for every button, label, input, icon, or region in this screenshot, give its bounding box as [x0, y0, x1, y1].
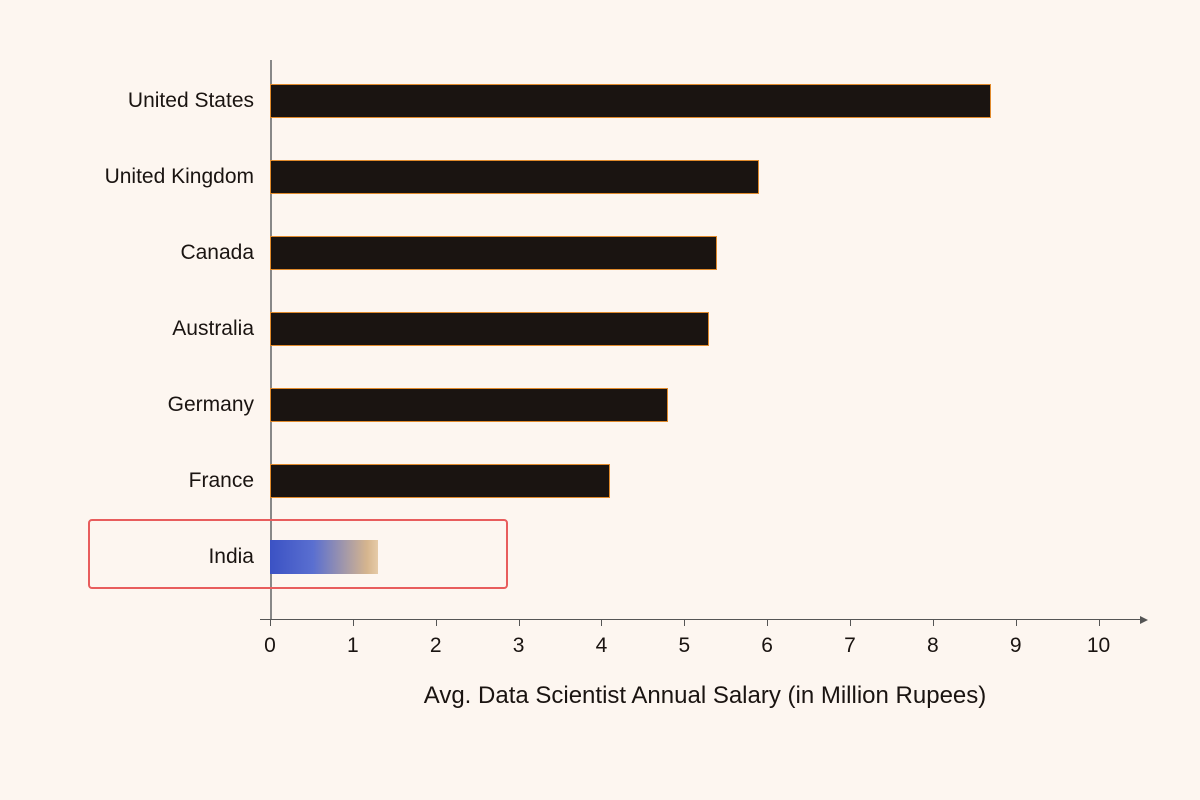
x-tick-mark [270, 620, 271, 626]
x-tick-label: 5 [678, 634, 690, 658]
y-axis-label: Australia [74, 317, 254, 341]
x-tick-label: 3 [513, 634, 525, 658]
x-tick-mark [767, 620, 768, 626]
x-tick-mark [933, 620, 934, 626]
x-tick-label: 9 [1010, 634, 1022, 658]
bar-row: United Kingdom [270, 160, 759, 194]
x-tick-label: 4 [596, 634, 608, 658]
bar-row: India [270, 540, 378, 574]
x-tick-label: 10 [1087, 634, 1110, 658]
y-axis-label: India [74, 545, 254, 569]
x-axis-title: Avg. Data Scientist Annual Salary (in Mi… [424, 682, 987, 710]
bar [270, 464, 610, 498]
x-tick-label: 7 [844, 634, 856, 658]
y-axis-label: United States [74, 89, 254, 113]
bar-row: Germany [270, 388, 668, 422]
y-axis-label: United Kingdom [74, 165, 254, 189]
x-tick-label: 1 [347, 634, 359, 658]
salary-chart: Avg. Data Scientist Annual Salary (in Mi… [90, 60, 1140, 740]
bar-row: United States [270, 84, 991, 118]
x-axis-arrow-icon [1140, 616, 1148, 624]
x-tick-mark [436, 620, 437, 626]
x-tick-mark [684, 620, 685, 626]
y-axis-label: Germany [74, 393, 254, 417]
x-tick-mark [1099, 620, 1100, 626]
bar [270, 84, 991, 118]
x-axis-line [260, 619, 1140, 620]
x-tick-label: 2 [430, 634, 442, 658]
bar [270, 312, 709, 346]
x-tick-label: 0 [264, 634, 276, 658]
bar-row: France [270, 464, 610, 498]
x-tick-mark [519, 620, 520, 626]
bar [270, 540, 378, 574]
y-axis-label: Canada [74, 241, 254, 265]
x-tick-label: 8 [927, 634, 939, 658]
y-axis-label: France [74, 469, 254, 493]
x-tick-mark [1016, 620, 1017, 626]
x-tick-mark [601, 620, 602, 626]
bar [270, 236, 717, 270]
bar-row: Canada [270, 236, 717, 270]
plot-area: Avg. Data Scientist Annual Salary (in Mi… [270, 60, 1140, 620]
bar [270, 388, 668, 422]
bar [270, 160, 759, 194]
x-tick-mark [850, 620, 851, 626]
x-tick-label: 6 [761, 634, 773, 658]
bar-row: Australia [270, 312, 709, 346]
x-tick-mark [353, 620, 354, 626]
